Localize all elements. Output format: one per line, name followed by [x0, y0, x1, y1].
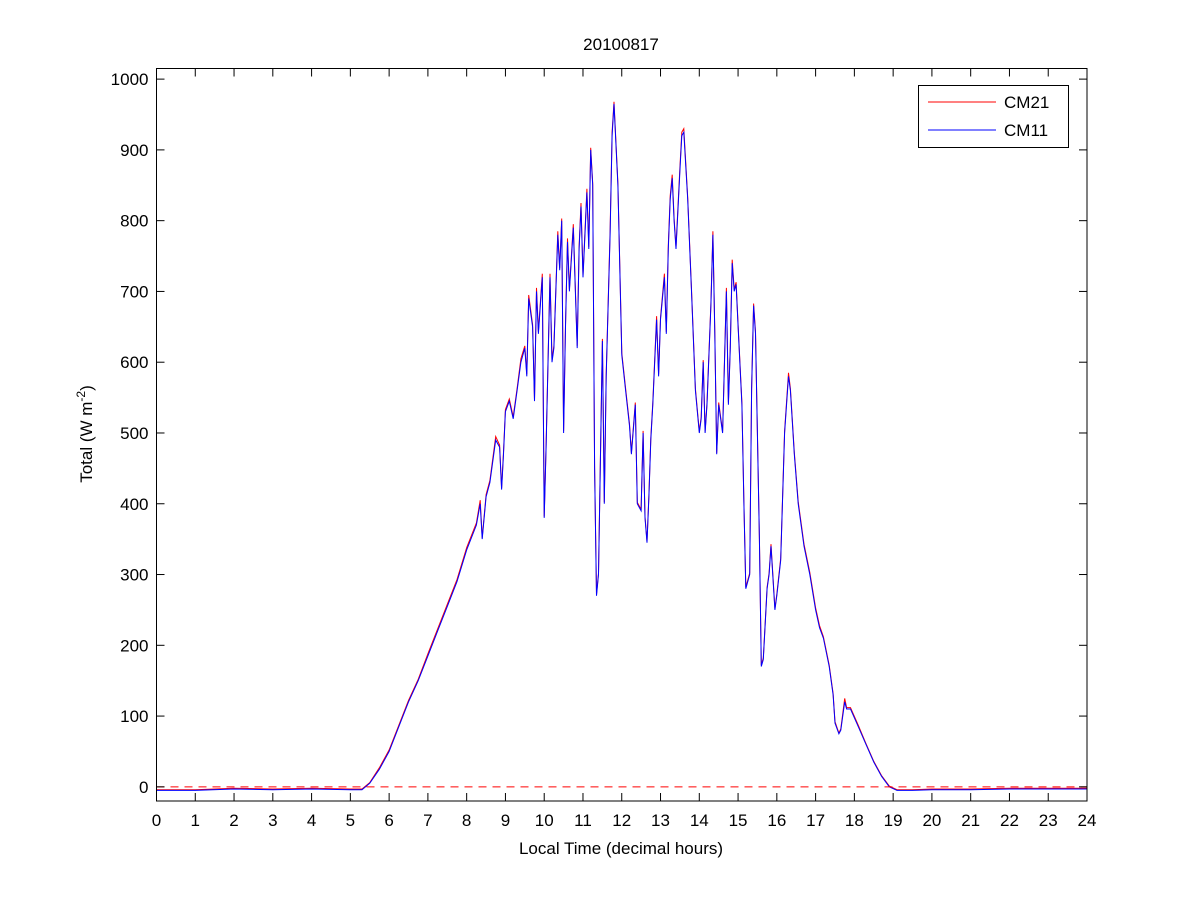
x-tick-label: 1: [191, 811, 200, 830]
y-axis-label-end: ): [77, 385, 96, 391]
y-tick-label: 400: [120, 495, 148, 514]
x-tick-label: 23: [1039, 811, 1058, 830]
x-tick-label: 15: [729, 811, 748, 830]
y-tick-label: 100: [120, 707, 148, 726]
x-tick-label: 17: [806, 811, 825, 830]
legend-label-cm21: CM21: [1004, 93, 1049, 112]
x-tick-label: 13: [651, 811, 670, 830]
x-tick-label: 12: [612, 811, 631, 830]
plot-marks: [156, 101, 1087, 791]
x-tick-label: 20: [922, 811, 941, 830]
plot-area: [156, 68, 1087, 801]
x-tick-label: 19: [884, 811, 903, 830]
y-tick-label: 700: [120, 282, 148, 301]
x-tick-label: 14: [690, 811, 709, 830]
axes-box: [156, 68, 1088, 802]
y-tick-label: 500: [120, 424, 148, 443]
y-tick-label: 600: [120, 353, 148, 372]
x-tick-label: 5: [346, 811, 355, 830]
x-tick-label: 24: [1078, 811, 1097, 830]
y-tick-label: 300: [120, 566, 148, 585]
x-tick-label: 0: [152, 811, 161, 830]
x-tick-label: 6: [384, 811, 393, 830]
x-tick-label: 7: [423, 811, 432, 830]
y-tick-label: 0: [139, 778, 148, 797]
chart-title: 20100817: [583, 35, 659, 54]
x-axis-label: Local Time (decimal hours): [519, 839, 723, 858]
y-axis-label-base: Total (W m: [77, 402, 96, 483]
y-tick-label: 900: [120, 141, 148, 160]
x-tick-label: 18: [845, 811, 864, 830]
x-tick-label: 4: [307, 811, 316, 830]
y-axis-label: Total (W m-2): [74, 385, 96, 483]
y-tick-label: 200: [120, 636, 148, 655]
legend: CM21 CM11: [918, 85, 1069, 148]
axes: 0 1 2 3 4 5 6 7 8 9 10 11 12 13 14 15 16 17 18 19 20 21 22 23 24…: [111, 68, 1097, 830]
y-tick-label: 1000: [111, 70, 149, 89]
series-line-cm11: [156, 103, 1087, 791]
y-axis-label-sup: -2: [74, 391, 88, 402]
x-tick-label: 2: [229, 811, 238, 830]
y-tick-label: 800: [120, 212, 148, 231]
legend-box: [918, 85, 1069, 148]
x-tick-label: 9: [501, 811, 510, 830]
x-tick-label: 22: [1000, 811, 1019, 830]
x-tick-label: 11: [574, 811, 592, 830]
x-tick-label: 16: [767, 811, 786, 830]
legend-label-cm11: CM11: [1004, 121, 1048, 140]
x-tick-label: 8: [462, 811, 471, 830]
x-tick-label: 3: [268, 811, 277, 830]
x-tick-label: 10: [535, 811, 554, 830]
x-tick-label: 21: [961, 811, 980, 830]
